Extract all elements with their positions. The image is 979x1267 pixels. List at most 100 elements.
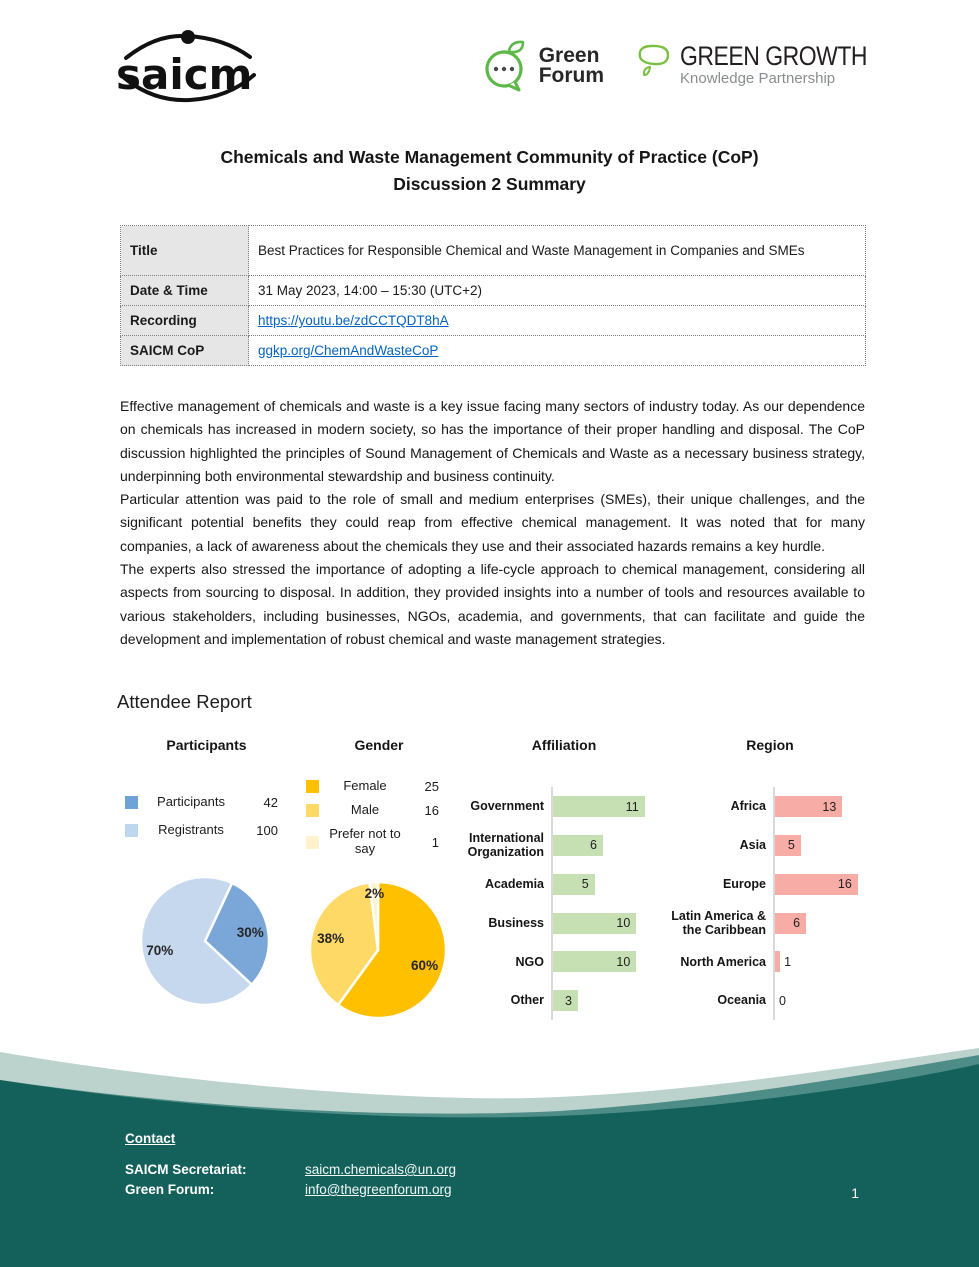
contact-row-saicm: SAICM Secretariat: saicm.chemicals@un.or… xyxy=(125,1162,456,1177)
bar-value-label: 6 xyxy=(793,916,801,931)
row-value-recording: https://youtu.be/zdCCTQDT8hA xyxy=(248,305,866,336)
bar-row: 3 xyxy=(553,981,670,1020)
bar-row: 13 xyxy=(775,787,870,826)
table-row: SAICM CoP ggkp.org/ChemAndWasteCoP xyxy=(120,335,866,366)
legend-swatch xyxy=(306,835,319,849)
legend-item: Female 25 xyxy=(306,778,458,795)
pie-slice-label: 60% xyxy=(411,958,438,973)
legend-value: 25 xyxy=(424,779,439,795)
gender-chart: Gender Female 25 Male 16 Prefer not to say 1 … xyxy=(300,727,458,1020)
bar xyxy=(775,951,781,973)
bar-value-label: 10 xyxy=(616,916,631,931)
partner-logos: Green Forum GREEN GROWTH Knowledge Partn… xyxy=(481,38,867,94)
footer-wave-decoration xyxy=(0,1048,979,1267)
participants-chart: Participants Participants 42 Registrants 10… xyxy=(113,727,300,1020)
green-forum-email-link[interactable]: info@thegreenforum.org xyxy=(305,1182,452,1197)
bar-value-label: 1 xyxy=(784,954,792,969)
legend-label: Participants xyxy=(157,794,225,810)
row-label-datetime: Date & Time xyxy=(120,275,249,306)
region-bars: Africa Asia Europe Latin America & the Cari… xyxy=(670,787,870,1021)
bar-row: 16 xyxy=(775,865,870,904)
summary-text: Effective management of chemicals and wa… xyxy=(120,395,865,651)
charts-row: Participants Participants 42 Registrants 10… xyxy=(113,727,870,1021)
bar-category-label: Business xyxy=(488,915,544,930)
green-forum-word2: Forum xyxy=(538,64,605,87)
bar-value-label: 16 xyxy=(837,877,852,892)
bar-row: 10 xyxy=(553,904,670,943)
pie-slice xyxy=(368,880,380,952)
legend-label: Registrants xyxy=(158,822,224,838)
row-label-recording: Recording xyxy=(120,305,249,336)
pie-slice-label: 70% xyxy=(146,943,173,958)
pie-slice xyxy=(139,876,254,1007)
gender-pie: 60% 38% 2% xyxy=(308,880,448,1020)
bar-category-label: Africa xyxy=(730,799,766,814)
saicm-email-link[interactable]: saicm.chemicals@un.org xyxy=(305,1162,457,1177)
region-chart-title: Region xyxy=(746,737,794,754)
affiliation-chart: Affiliation Government International Orga… xyxy=(458,727,670,1021)
bar-value-label: 5 xyxy=(581,877,589,892)
bar-row: 6 xyxy=(775,904,870,943)
ggkp-subtitle: Knowledge Partnership xyxy=(680,70,836,87)
saicm-secretariat-label: SAICM Secretariat: xyxy=(125,1162,247,1177)
legend-value: 1 xyxy=(431,834,439,850)
bar: 5 xyxy=(775,834,801,856)
pie-slice-label: 2% xyxy=(365,886,385,901)
region-category-labels: Africa Asia Europe Latin America & the Cari… xyxy=(670,787,773,1020)
saicm-logo: saicm xyxy=(108,28,266,104)
paragraph-3: The experts also stressed the importance… xyxy=(120,561,865,647)
legend-value: 42 xyxy=(263,795,278,811)
document-title-line2: Discussion 2 Summary xyxy=(393,174,586,194)
bar: 11 xyxy=(553,796,645,818)
affiliation-category-labels: Government International Organization Acad… xyxy=(458,787,551,1020)
green-forum-label: Green Forum: xyxy=(125,1182,215,1197)
bar-row: 5 xyxy=(553,865,670,904)
bar: 10 xyxy=(553,951,637,973)
pie-slice xyxy=(308,881,380,1007)
legend-swatch xyxy=(125,824,138,838)
bar-category-label: Europe xyxy=(722,877,766,892)
green-forum-logo: Green Forum xyxy=(481,38,604,94)
saicm-cop-link[interactable]: ggkp.org/ChemAndWasteCoP xyxy=(258,343,439,358)
table-row: Recording https://youtu.be/zdCCTQDT8hA xyxy=(120,305,866,336)
affiliation-plot-area: 11 6 5 10 10 3 xyxy=(551,787,670,1021)
bar-value-label: 6 xyxy=(590,838,597,853)
legend-item: Registrants 100 xyxy=(125,822,300,839)
bar-category-label: Academia xyxy=(484,877,544,892)
bar-category-label: Oceania xyxy=(717,993,766,1008)
bar-category-label: Other xyxy=(510,993,544,1008)
legend-swatch xyxy=(125,796,138,810)
row-label-title: Title xyxy=(120,225,249,276)
bar: 10 xyxy=(553,912,637,934)
bar-value-label: 3 xyxy=(565,993,572,1008)
bar: 13 xyxy=(775,796,843,818)
legend-value: 16 xyxy=(424,803,439,819)
recording-link[interactable]: https://youtu.be/zdCCTQDT8hA xyxy=(258,313,449,328)
bar-category-label: Government xyxy=(470,799,544,814)
legend-swatch xyxy=(306,804,319,818)
row-label-saicm-cop: SAICM CoP xyxy=(120,335,249,366)
page-number: 1 xyxy=(851,1185,859,1201)
bar-value-label: 10 xyxy=(616,954,631,969)
bar: 6 xyxy=(553,834,603,856)
bar: 3 xyxy=(553,990,578,1012)
legend-item: Participants 42 xyxy=(125,794,300,811)
table-row: Date & Time 31 May 2023, 14:00 – 15:30 (… xyxy=(120,275,866,306)
row-value-title: Best Practices for Responsible Chemical … xyxy=(248,225,866,276)
bar-value-label: 11 xyxy=(625,799,639,814)
green-forum-bubble-icon xyxy=(485,40,525,92)
legend-value: 100 xyxy=(256,823,278,839)
pie-slice-label: 30% xyxy=(237,925,264,940)
bar: 5 xyxy=(553,873,595,895)
region-chart: Region Africa Asia Europe Latin America & t… xyxy=(670,727,870,1021)
footer-contact: Contact SAICM Secretariat: saicm.chemica… xyxy=(125,1131,456,1202)
wave-dark xyxy=(0,1064,979,1267)
paragraph-1: Effective management of chemicals and wa… xyxy=(120,398,865,484)
ggkp-title: GREEN GROWTH xyxy=(680,40,867,71)
legend-label: Female xyxy=(343,778,387,794)
bar-value-label: 13 xyxy=(822,799,837,814)
row-value-datetime: 31 May 2023, 14:00 – 15:30 (UTC+2) xyxy=(248,275,866,306)
ggkp-logo: GREEN GROWTH Knowledge Partnership xyxy=(634,43,867,89)
header-logos: saicm Green Forum xyxy=(0,0,979,104)
